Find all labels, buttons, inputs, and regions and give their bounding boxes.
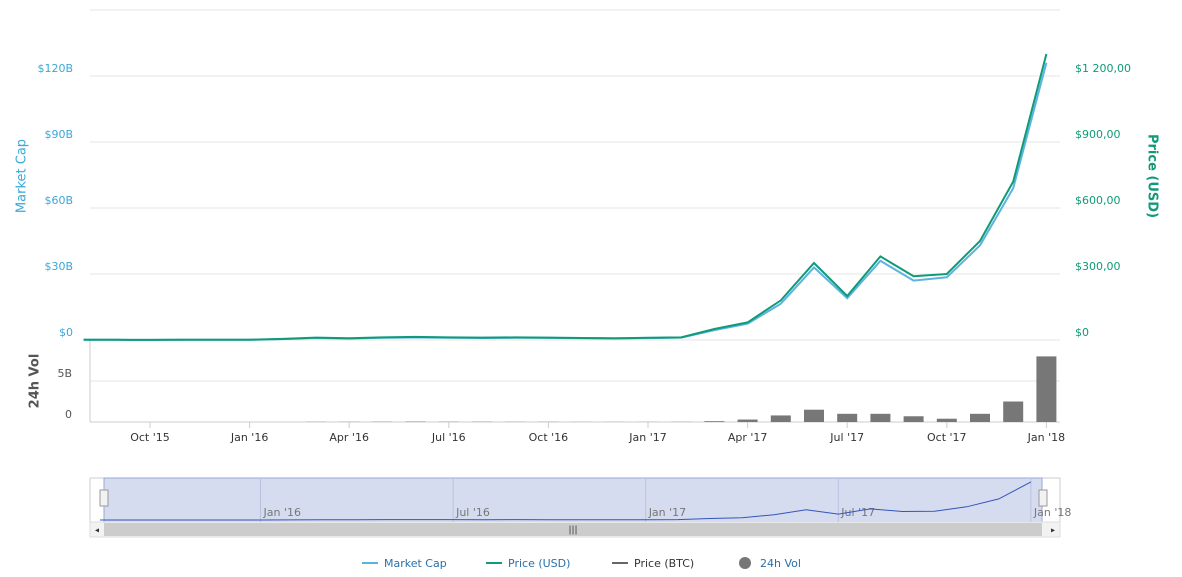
legend-label[interactable]: Price (USD) bbox=[508, 557, 570, 570]
y2-tick-label: $600,00 bbox=[1075, 194, 1121, 207]
vol-axis-title: 24h Vol bbox=[28, 354, 43, 409]
volume-bar bbox=[903, 416, 924, 422]
volume-bar bbox=[1036, 356, 1057, 422]
legend-symbol bbox=[739, 557, 751, 569]
scroll-left[interactable]: ◂ bbox=[95, 526, 99, 535]
volume-bar bbox=[704, 421, 725, 422]
volume-bar bbox=[1003, 401, 1024, 422]
y-tick-label: $30B bbox=[44, 260, 73, 273]
y2-tick-label: $300,00 bbox=[1075, 260, 1121, 273]
y-tick-label: $120B bbox=[37, 62, 73, 75]
legend-label[interactable]: 24h Vol bbox=[760, 557, 801, 570]
x-tick-label: Jan '18 bbox=[1027, 431, 1065, 444]
y-tick-label: $0 bbox=[59, 326, 73, 339]
navigator-tick-label: Jan '16 bbox=[263, 506, 301, 519]
navigator-tick-label: Jan '18 bbox=[1033, 506, 1071, 519]
x-tick-label: Jul '16 bbox=[431, 431, 466, 444]
scrollbar-thumb[interactable] bbox=[104, 523, 1042, 536]
y-axis-title: Market Cap bbox=[15, 139, 30, 213]
x-tick-label: Apr '16 bbox=[329, 431, 369, 444]
navigator-line bbox=[100, 481, 1032, 521]
volume-bar bbox=[870, 413, 891, 422]
scroll-grip: ||| bbox=[568, 526, 577, 536]
vol-tick-label: 5B bbox=[57, 367, 72, 380]
y2-tick-label: $1 200,00 bbox=[1075, 62, 1131, 75]
legend-label[interactable]: Price (BTC) bbox=[634, 557, 694, 570]
navigator-tick-label: Jul '16 bbox=[455, 506, 490, 519]
y2-axis-title: Price (USD) bbox=[1145, 134, 1160, 218]
x-tick-label: Jan '17 bbox=[628, 431, 666, 444]
scroll-right[interactable]: ▸ bbox=[1051, 526, 1055, 535]
x-tick-label: Apr '17 bbox=[728, 431, 768, 444]
y-tick-label: $90B bbox=[44, 128, 73, 141]
volume-bar bbox=[970, 413, 990, 422]
y2-tick-label: $0 bbox=[1075, 326, 1089, 339]
vol-tick-label: 0 bbox=[65, 408, 72, 421]
navigator-tick-label: Jan '17 bbox=[648, 506, 686, 519]
legend-label[interactable]: Market Cap bbox=[384, 557, 447, 570]
volume-bar bbox=[837, 413, 858, 422]
navigator-selection[interactable] bbox=[103, 477, 1043, 523]
volume-bar bbox=[936, 418, 957, 422]
series-line bbox=[83, 62, 1048, 341]
x-tick-label: Oct '15 bbox=[130, 431, 170, 444]
x-tick-label: Oct '16 bbox=[529, 431, 569, 444]
volume-bar bbox=[770, 415, 791, 422]
volume-bar bbox=[737, 419, 758, 422]
y2-tick-label: $900,00 bbox=[1075, 128, 1121, 141]
volume-bar bbox=[804, 409, 824, 422]
y-tick-label: $60B bbox=[44, 194, 73, 207]
navigator-handle[interactable] bbox=[1038, 489, 1048, 507]
x-tick-label: Oct '17 bbox=[927, 431, 967, 444]
navigator-handle[interactable] bbox=[99, 489, 109, 507]
x-tick-label: Jul '17 bbox=[829, 431, 864, 444]
x-tick-label: Jan '16 bbox=[230, 431, 268, 444]
series-line bbox=[83, 53, 1048, 341]
